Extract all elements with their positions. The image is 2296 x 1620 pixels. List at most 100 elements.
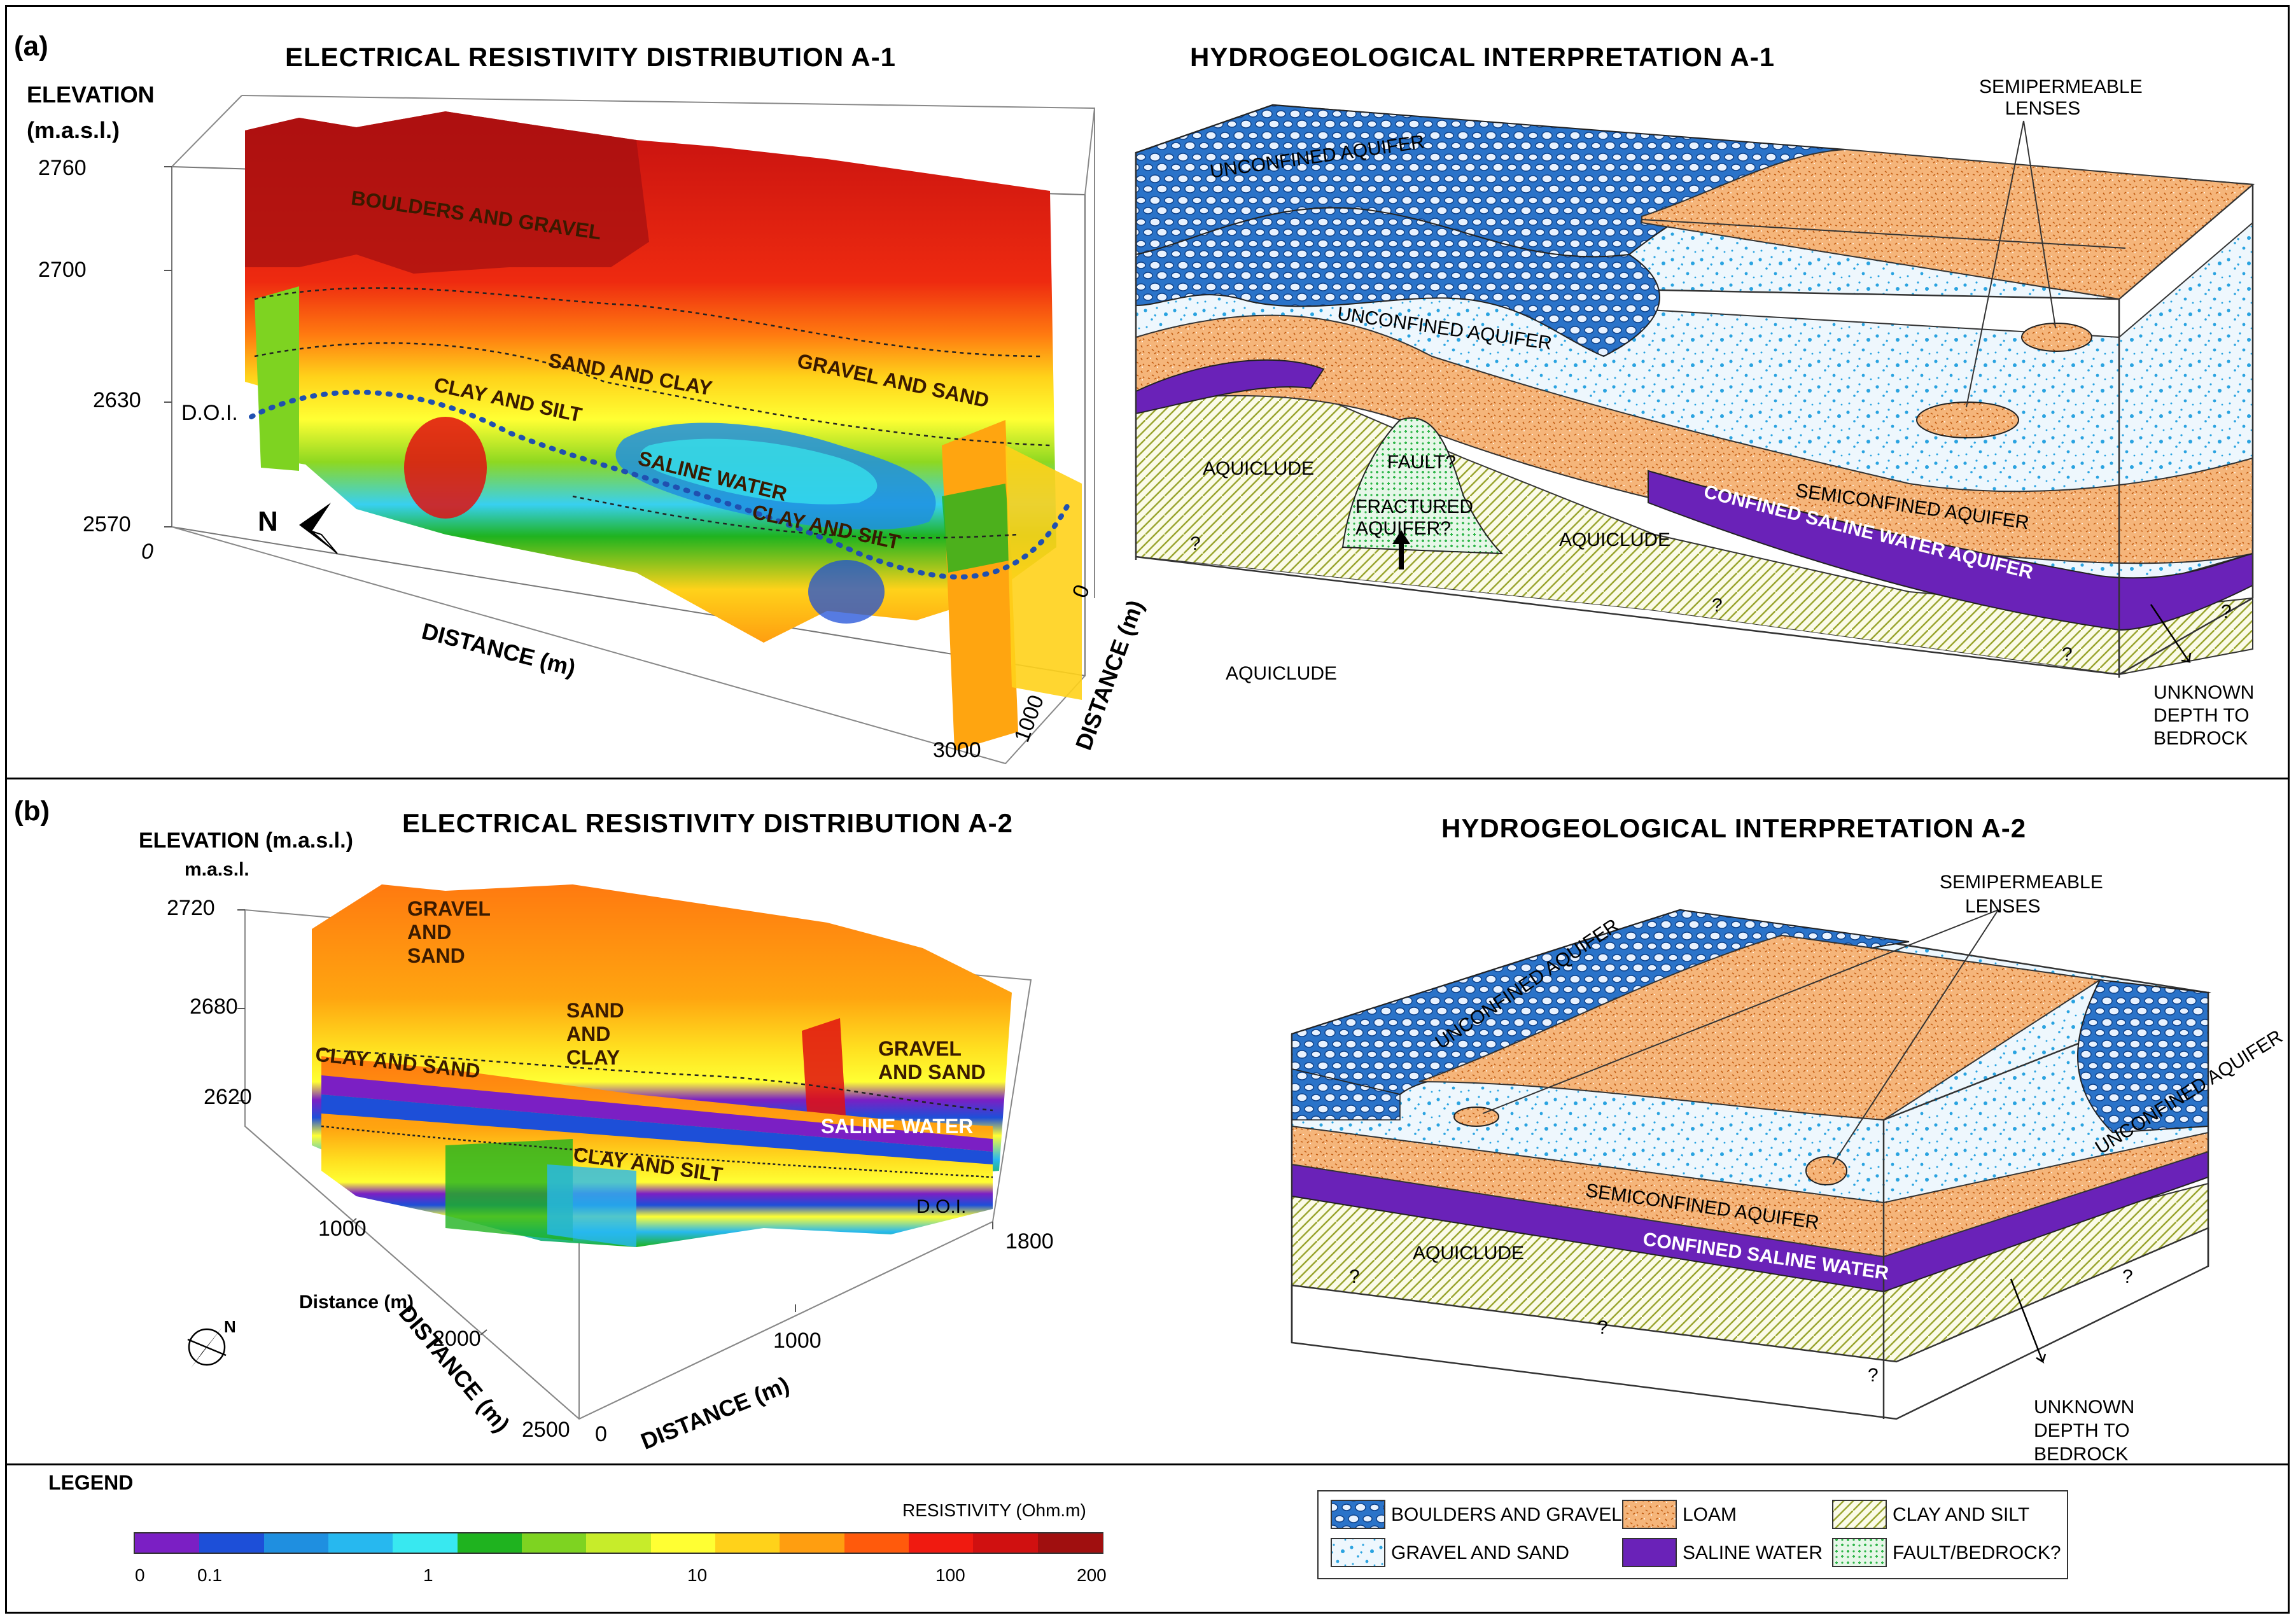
swatch-gravel (1331, 1538, 1385, 1567)
resistivity-block-a2 (237, 884, 1032, 1420)
colorbar-tick-100: 100 (935, 1565, 965, 1585)
b-dist-tick-1800: 1800 (1005, 1229, 1054, 1253)
b-res-gravel-sand-2: GRAVEL AND SAND (878, 1037, 986, 1084)
a-int-aquiclude-1: AQUICLUDE (1203, 458, 1315, 479)
a-elev-tick-4: 2570 (83, 512, 131, 536)
b-dist-tick-2000: 2000 (433, 1327, 481, 1351)
b-elev-tick-1: 2720 (167, 896, 215, 920)
a-q-4: ? (2221, 601, 2232, 622)
panel-b-label: (b) (14, 795, 50, 827)
a-elev-tick-2: 2700 (38, 258, 87, 282)
a-q-2: ? (1712, 595, 1723, 616)
b-int-unknown-1: UNKNOWN (2034, 1397, 2135, 1418)
colorbar-cell (586, 1533, 652, 1553)
colorbar-cell (328, 1533, 393, 1553)
a-int-unknown-2: DEPTH TO (2153, 705, 2250, 726)
panel-b-elevation-unit: m.a.s.l. (185, 859, 249, 880)
colorbar-tick-0: 0 (135, 1565, 145, 1585)
b-res-saline: SALINE WATER (821, 1115, 974, 1138)
a-int-unknown-1: UNKNOWN (2153, 682, 2255, 703)
b-dist-tick-1000: 1000 (318, 1217, 367, 1241)
swatch-boulders (1331, 1500, 1385, 1529)
panel-divider-1 (5, 778, 2290, 779)
colorbar-tick-10: 10 (687, 1565, 708, 1585)
panel-a-label: (a) (14, 31, 48, 62)
b-north-label: N (224, 1317, 236, 1336)
panel-a-elevation-label: ELEVATION (27, 81, 155, 108)
legend-item-fault: FAULT/BEDROCK? (1893, 1542, 2061, 1563)
a-north-label: N (258, 506, 278, 537)
b-elev-tick-3: 2620 (204, 1085, 252, 1109)
north-arrow-a1 (299, 503, 338, 554)
a-int-aquiclude-3: AQUICLUDE (1226, 663, 1338, 684)
a-q-1: ? (1190, 533, 1201, 554)
colorbar-tick-1: 1 (423, 1565, 433, 1585)
b-dist-small-label: Distance (m) (299, 1292, 414, 1313)
legend-item-clay: CLAY AND SILT (1893, 1504, 2030, 1525)
legend-item-loam: LOAM (1683, 1504, 1737, 1525)
resistivity-colorbar (134, 1532, 1103, 1554)
interpretation-block-a1 (1135, 104, 2255, 678)
a-elev-tick-3: 2630 (93, 388, 141, 412)
swatch-fault (1832, 1538, 1887, 1567)
colorbar-cell (715, 1533, 780, 1553)
panel-a-interpretation-title: HYDROGEOLOGICAL INTERPRETATION A-1 (1190, 42, 1775, 72)
b-dist-tick-0: 0 (595, 1422, 607, 1446)
legend-item-saline: SALINE WATER (1683, 1542, 1823, 1563)
b-q-3: ? (1868, 1365, 1879, 1386)
b-elev-tick-2: 2680 (190, 995, 238, 1019)
panel-b-interpretation-title: HYDROGEOLOGICAL INTERPRETATION A-2 (1441, 813, 2027, 843)
colorbar-tick-0.1: 0.1 (197, 1565, 222, 1585)
colorbar-cell (263, 1533, 329, 1553)
colorbar-cell (457, 1533, 522, 1553)
b-q-2: ? (1597, 1317, 1608, 1338)
a-int-unknown-3: BEDROCK (2153, 728, 2248, 749)
panel-a-elevation-unit: (m.a.s.l.) (27, 117, 120, 143)
colorbar-cell (393, 1533, 458, 1553)
a-elev-tick-1: 2760 (38, 156, 87, 180)
colorbar-cell (909, 1533, 974, 1553)
b-q-4: ? (2122, 1266, 2133, 1287)
b-int-aquiclude: AQUICLUDE (1413, 1243, 1525, 1264)
b-dist-tick-r1000: 1000 (773, 1329, 822, 1353)
legend-item-boulders: BOULDERS AND GRAVEL (1391, 1504, 1622, 1525)
b-dist-tick-2500: 2500 (522, 1418, 570, 1442)
colorbar-cell (780, 1533, 845, 1553)
panel-b-resistivity-title: ELECTRICAL RESISTIVITY DISTRIBUTION A-2 (402, 808, 1013, 838)
colorbar-cell (1037, 1533, 1103, 1553)
legend-title: LEGEND (48, 1471, 134, 1494)
a-int-fault: FAULT? (1387, 452, 1456, 473)
b-int-semipermeable-1: SEMIPERMEABLE (1940, 872, 2103, 893)
swatch-clay (1832, 1500, 1887, 1529)
b-res-sand-clay: SAND AND CLAY (566, 999, 624, 1069)
a-doi-label: D.O.I. (181, 401, 238, 425)
b-res-gravel-sand-1: GRAVEL AND SAND (407, 897, 491, 967)
a-q-3: ? (2062, 644, 2073, 665)
swatch-saline (1622, 1538, 1677, 1567)
panel-b-elevation-label: ELEVATION (m.a.s.l.) (139, 828, 353, 853)
b-int-semipermeable-2: LENSES (1965, 896, 2041, 917)
lithology-swatches (1331, 1500, 1887, 1567)
colorbar-cell (199, 1533, 265, 1553)
colorbar-title: RESISTIVITY (Ohm.m) (902, 1500, 1086, 1520)
colorbar-cell (650, 1533, 716, 1553)
b-int-unknown-2: DEPTH TO (2034, 1420, 2130, 1441)
swatch-loam (1622, 1500, 1677, 1529)
b-int-unknown-3: BEDROCK (2034, 1444, 2129, 1465)
a-int-aquiclude-2: AQUICLUDE (1559, 529, 1671, 550)
b-doi-label: D.O.I. (916, 1196, 967, 1217)
colorbar-cell (522, 1533, 587, 1553)
a-int-fractured: FRACTURED AQUIFER? (1355, 496, 1473, 539)
north-arrow-a2 (187, 1327, 227, 1368)
panel-a-resistivity-title: ELECTRICAL RESISTIVITY DISTRIBUTION A-1 (285, 42, 896, 72)
legend-item-gravel: GRAVEL AND SAND (1391, 1542, 1570, 1563)
lithology-legend: BOULDERS AND GRAVEL LOAM CLAY AND SILT G… (1317, 1490, 2068, 1579)
resistivity-block-a1 (164, 95, 1095, 765)
a-int-semipermeable: SEMIPERMEABLE LENSES (1979, 76, 2143, 119)
a-x-end: 3000 (933, 738, 981, 762)
interpretation-block-a2 (1291, 909, 2211, 1420)
a-x-zero: 0 (141, 540, 153, 564)
colorbar-tick-200: 200 (1077, 1565, 1107, 1585)
colorbar-cell (135, 1533, 200, 1553)
